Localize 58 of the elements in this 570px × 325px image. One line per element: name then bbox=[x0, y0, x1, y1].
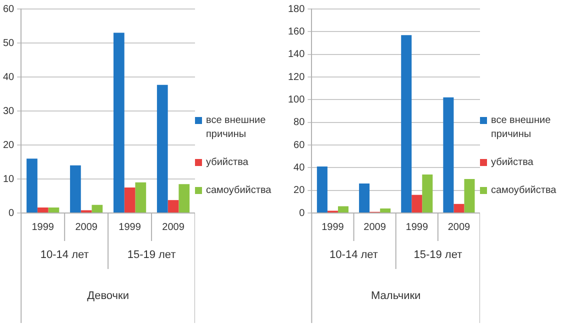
x-tick-label: 1999 bbox=[322, 222, 344, 233]
x-tick-label: 2009 bbox=[448, 222, 471, 233]
bar bbox=[454, 204, 464, 212]
y-tick-label: 40 bbox=[3, 72, 15, 83]
y-tick-label: 50 bbox=[3, 38, 15, 49]
bar bbox=[359, 184, 370, 212]
y-tick-label: 20 bbox=[3, 140, 15, 151]
y-tick-label: 160 bbox=[288, 26, 306, 38]
y-tick-label: 80 bbox=[294, 117, 306, 128]
bar bbox=[178, 184, 190, 212]
bar bbox=[338, 206, 349, 212]
bar bbox=[135, 182, 146, 212]
legend-label: убийства bbox=[491, 156, 534, 170]
bar bbox=[464, 179, 475, 212]
y-tick-label: 140 bbox=[288, 49, 306, 60]
y-tick-label: 10 bbox=[3, 174, 15, 185]
legend-label: убийства bbox=[206, 156, 248, 170]
y-tick-label: 40 bbox=[294, 162, 306, 174]
bar bbox=[92, 204, 103, 212]
y-tick-label: 0 bbox=[8, 208, 15, 219]
bar bbox=[70, 165, 81, 212]
bar bbox=[316, 166, 328, 212]
x-tick-label: 2009 bbox=[162, 222, 185, 233]
text: 15-19 лет bbox=[414, 249, 462, 262]
x-tick-label: 2009 bbox=[364, 222, 386, 233]
y-tick-label: 180 bbox=[288, 4, 306, 15]
bar bbox=[26, 158, 38, 212]
x-tick-label: 1999 bbox=[406, 222, 428, 233]
x-axis-title: Мальчики bbox=[371, 290, 421, 302]
bar bbox=[113, 32, 124, 212]
bar bbox=[401, 35, 412, 212]
y-tick-label: 60 bbox=[3, 4, 15, 15]
bar bbox=[443, 97, 454, 212]
bar bbox=[380, 208, 391, 212]
x-axis-title: Девочки bbox=[87, 290, 129, 302]
y-tick-label: 120 bbox=[288, 72, 306, 83]
y-tick-label: 100 bbox=[288, 94, 306, 106]
bar bbox=[124, 188, 136, 212]
x-tick-label: 1999 bbox=[32, 222, 54, 233]
bar bbox=[37, 208, 48, 212]
legend-label: все внешние причины bbox=[491, 114, 552, 142]
y-tick-label: 60 bbox=[294, 140, 306, 151]
y-tick-label: 0 bbox=[299, 208, 306, 219]
x-tick-label: 2009 bbox=[75, 222, 98, 233]
bar bbox=[412, 194, 422, 212]
text: 10-14 лет bbox=[330, 249, 378, 262]
legend-label: самоубийства bbox=[206, 184, 272, 198]
y-tick-label: 20 bbox=[294, 185, 306, 196]
bar bbox=[168, 200, 179, 212]
legend-label: самоубийства bbox=[491, 184, 556, 198]
text: 10-14 лет bbox=[40, 249, 89, 262]
y-tick-label: 30 bbox=[3, 106, 15, 117]
x-tick-label: 1999 bbox=[118, 222, 142, 233]
bar bbox=[156, 84, 168, 212]
text: 15-19 лет bbox=[127, 249, 176, 262]
bar bbox=[48, 208, 60, 212]
bar bbox=[422, 174, 433, 212]
legend-label: все внешние причины bbox=[206, 114, 267, 142]
